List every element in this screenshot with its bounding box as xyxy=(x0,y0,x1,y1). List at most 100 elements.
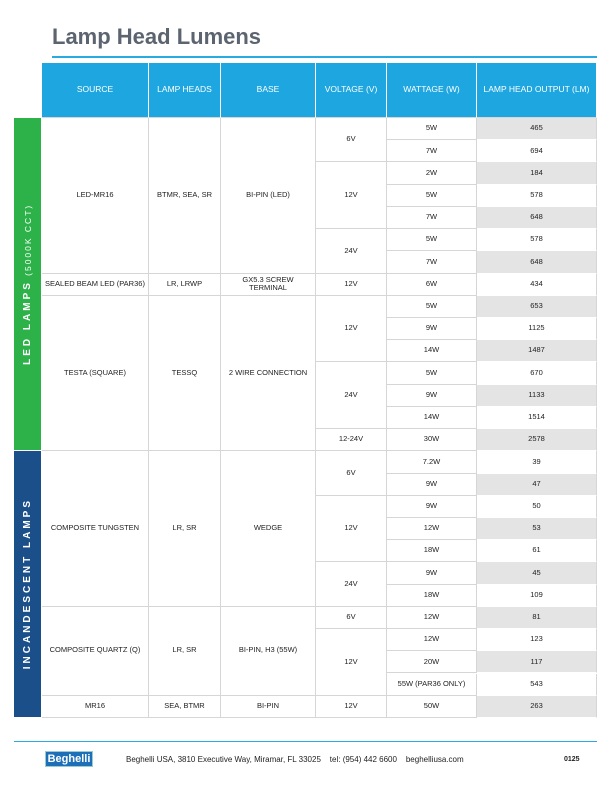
wattage: 9W xyxy=(387,473,477,496)
wattage: 2W xyxy=(387,162,477,185)
voltage: 12V xyxy=(316,273,387,296)
base: 2 WIRE CONNECTION xyxy=(221,295,316,452)
voltage: 12V xyxy=(316,629,387,696)
voltage: 24V xyxy=(316,562,387,607)
voltage: 6V xyxy=(316,451,387,496)
base: BI-PIN, H3 (55W) xyxy=(221,606,316,696)
output: 578 xyxy=(477,229,597,252)
voltage: 12-24V xyxy=(316,429,387,452)
lamp-heads: LR, SR xyxy=(149,451,221,607)
source: COMPOSITE QUARTZ (Q) xyxy=(42,606,149,696)
base: GX5.3 SCREW TERMINAL xyxy=(221,273,316,296)
source: MR16 xyxy=(42,695,149,718)
wattage: 9W xyxy=(387,562,477,585)
voltage: 24V xyxy=(316,229,387,274)
output: 109 xyxy=(477,584,597,607)
output: 61 xyxy=(477,540,597,563)
output: 653 xyxy=(477,295,597,318)
source: LED-MR16 xyxy=(42,118,149,274)
logo: Beghelli xyxy=(45,751,93,767)
source: COMPOSITE TUNGSTEN xyxy=(42,451,149,607)
output: 263 xyxy=(477,695,597,718)
output: 648 xyxy=(477,251,597,274)
column-header: WATTAGE (W) xyxy=(387,63,477,118)
wattage: 7W xyxy=(387,251,477,274)
wattage: 12W xyxy=(387,629,477,652)
wattage: 18W xyxy=(387,584,477,607)
output: 1133 xyxy=(477,384,597,407)
output: 45 xyxy=(477,562,597,585)
lamp-heads: BTMR, SEA, SR xyxy=(149,118,221,274)
output: 2578 xyxy=(477,429,597,452)
title: Lamp Head Lumens xyxy=(52,24,262,49)
voltage: 12V xyxy=(316,162,387,230)
output: 694 xyxy=(477,140,597,163)
lamp-heads: LR, LRWP xyxy=(149,273,221,296)
column-header: BASE xyxy=(221,63,316,118)
wattage: 5W xyxy=(387,184,477,207)
lamp-heads: TESSQ xyxy=(149,295,221,452)
output: 670 xyxy=(477,362,597,385)
base: WEDGE xyxy=(221,451,316,607)
output: 81 xyxy=(477,606,597,630)
wattage: 9W xyxy=(387,317,477,341)
voltage: 12V xyxy=(316,695,387,718)
output: 184 xyxy=(477,162,597,185)
wattage: 14W xyxy=(387,406,477,430)
wattage: 6W xyxy=(387,273,477,296)
output: 465 xyxy=(477,118,597,141)
title-rule xyxy=(52,56,597,58)
phone: tel: (954) 442 6600 xyxy=(329,755,397,764)
wattage: 18W xyxy=(387,540,477,563)
address: Beghelli USA, 3810 Executive Way, Mirama… xyxy=(126,755,321,764)
wattage: 9W xyxy=(387,384,477,407)
voltage: 6V xyxy=(316,606,387,630)
output: 1487 xyxy=(477,340,597,363)
output: 434 xyxy=(477,273,597,296)
output: 543 xyxy=(477,673,597,696)
base: BI-PIN (LED) xyxy=(221,118,316,274)
footer-rule xyxy=(14,741,597,742)
wattage: 14W xyxy=(387,340,477,363)
voltage: 6V xyxy=(316,118,387,163)
output: 1514 xyxy=(477,406,597,430)
wattage: 5W xyxy=(387,229,477,252)
lamp-heads: SEA, BTMR xyxy=(149,695,221,718)
column-header: LAMP HEADS xyxy=(149,63,221,118)
section-label: INCANDESCENT LAMPS xyxy=(14,451,41,718)
output: 53 xyxy=(477,517,597,541)
section-label-note: (5000K CCT) xyxy=(23,203,33,276)
output: 648 xyxy=(477,206,597,230)
website: beghelliusa.com xyxy=(405,755,464,764)
column-header: SOURCE xyxy=(42,63,149,118)
wattage: 5W xyxy=(387,118,477,141)
output: 578 xyxy=(477,184,597,207)
output: 1125 xyxy=(477,317,597,341)
section-label: LED LAMPS (5000K CCT) xyxy=(14,118,41,452)
column-header: LAMP HEAD OUTPUT (LM) xyxy=(477,63,597,118)
source: SEALED BEAM LED (PAR36) xyxy=(42,273,149,296)
section-label-text: INCANDESCENT LAMPS xyxy=(22,498,33,669)
output: 47 xyxy=(477,473,597,496)
voltage: 24V xyxy=(316,362,387,430)
wattage: 12W xyxy=(387,606,477,630)
wattage: 30W xyxy=(387,429,477,452)
section-label-main: INCANDESCENT LAMPS xyxy=(22,498,33,670)
column-header: VOLTAGE (V) xyxy=(316,63,387,118)
voltage: 12V xyxy=(316,495,387,563)
page-code: 0125 xyxy=(564,756,580,763)
section-label-text: LED LAMPS (5000K CCT) xyxy=(22,204,33,365)
output: 117 xyxy=(477,651,597,674)
lamp-heads: LR, SR xyxy=(149,606,221,696)
source: TESTA (SQUARE) xyxy=(42,295,149,452)
wattage: 7W xyxy=(387,140,477,163)
wattage: 9W xyxy=(387,495,477,518)
output: 123 xyxy=(477,629,597,652)
wattage: 7.2W xyxy=(387,451,477,474)
output: 39 xyxy=(477,451,597,474)
footer-text: Beghelli USA, 3810 Executive Way, Mirama… xyxy=(126,755,464,764)
wattage: 55W (PAR36 ONLY) xyxy=(387,673,477,696)
wattage: 50W xyxy=(387,695,477,718)
